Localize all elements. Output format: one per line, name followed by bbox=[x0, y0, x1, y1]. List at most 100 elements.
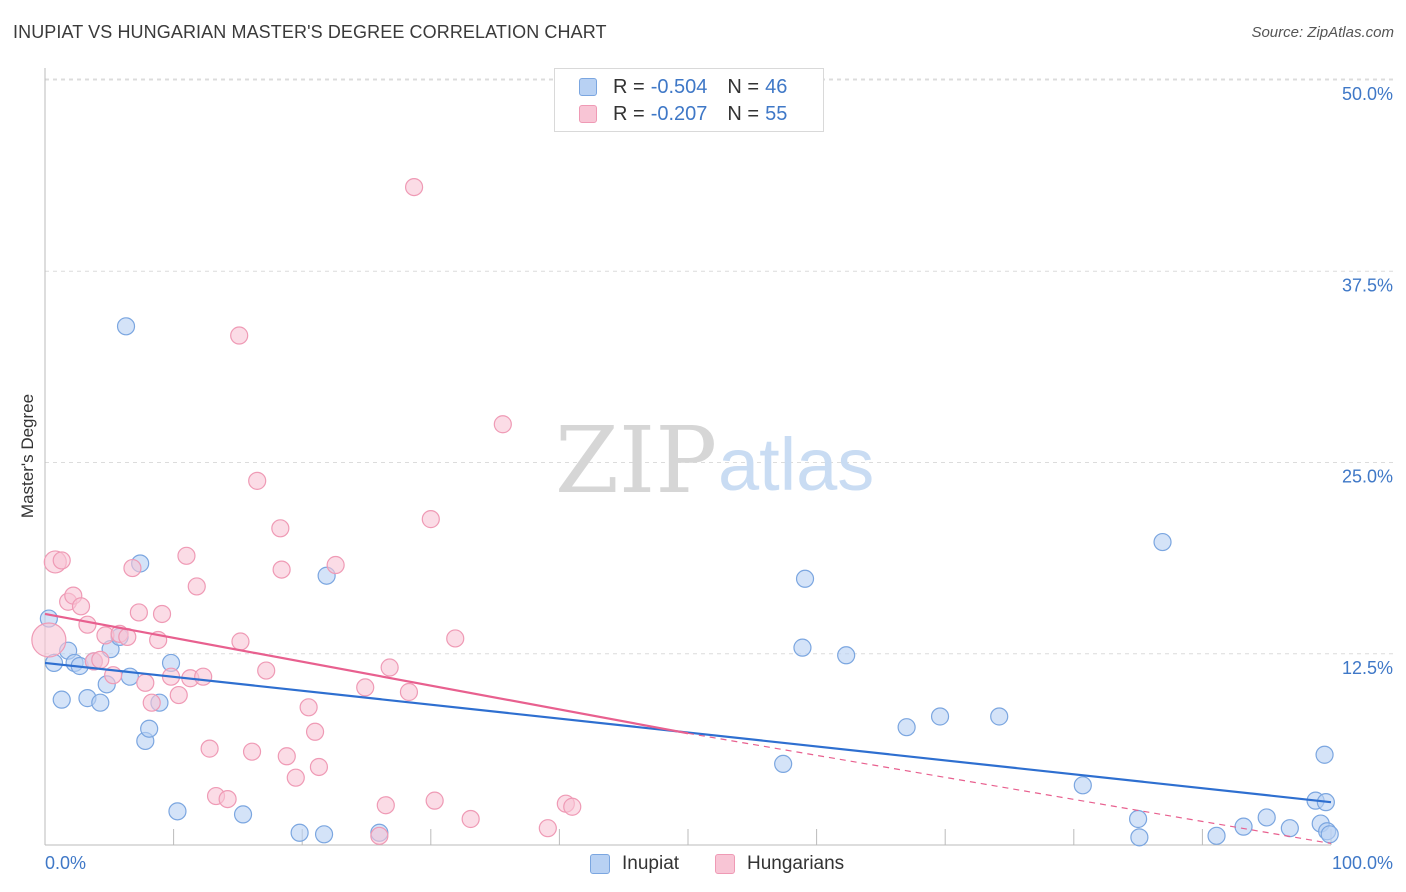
hungarian-point bbox=[425, 791, 444, 810]
inupiat-point bbox=[1315, 745, 1334, 764]
watermark: ZIP atlas bbox=[555, 407, 874, 514]
inupiat-point bbox=[91, 693, 110, 712]
source-label: Source: ZipAtlas.com bbox=[1251, 24, 1394, 41]
inupiat-point bbox=[1130, 828, 1149, 847]
legend-swatch-inupiat bbox=[579, 78, 597, 96]
legend-n-label: N = bbox=[727, 102, 760, 125]
x-tick-label: 100.0% bbox=[1332, 853, 1393, 873]
hungarian-point bbox=[376, 796, 395, 815]
inupiat-point bbox=[1234, 817, 1253, 836]
hungarian-point bbox=[370, 826, 389, 845]
stats-legend: R = -0.504 N = 46 R = -0.207 N = 55 bbox=[554, 68, 824, 132]
hungarian-point bbox=[286, 768, 305, 787]
inupiat-point bbox=[1073, 776, 1092, 795]
hungarian-point bbox=[309, 757, 329, 777]
bottom-legend-label-inupiat: Inupiat bbox=[622, 853, 680, 874]
inupiat-point bbox=[1128, 809, 1148, 829]
hungarian-point bbox=[136, 673, 155, 692]
hungarian-point bbox=[493, 415, 512, 434]
hungarian-point bbox=[272, 560, 291, 579]
inupiat-point bbox=[1153, 532, 1172, 552]
inupiat-point bbox=[897, 718, 916, 737]
hungarian-point bbox=[194, 667, 213, 686]
hungarian-point bbox=[200, 739, 219, 758]
hungarian-point bbox=[271, 519, 290, 538]
inupiat-point bbox=[837, 646, 856, 665]
legend-n-label: N = bbox=[727, 75, 760, 98]
hungarian-point bbox=[380, 658, 399, 677]
hungarian-point bbox=[257, 661, 276, 680]
y-tick-label: 25.0% bbox=[1342, 467, 1393, 487]
legend-row-hungarians: R = -0.207 N = 55 bbox=[579, 101, 787, 127]
inupiat-point bbox=[774, 754, 793, 774]
hungarian-point bbox=[142, 693, 161, 712]
hungarian-point bbox=[218, 789, 237, 809]
y-tick-label: 50.0% bbox=[1342, 84, 1393, 104]
inupiat-point bbox=[795, 569, 815, 588]
hungarian-point bbox=[563, 797, 582, 816]
hungarian-point bbox=[177, 546, 196, 565]
inupiat-point bbox=[1280, 819, 1299, 838]
bottom-legend-swatch-inupiat bbox=[590, 854, 610, 874]
y-tick-label: 12.5% bbox=[1342, 658, 1393, 678]
hungarian-point bbox=[231, 632, 250, 651]
inupiat-point bbox=[1257, 808, 1276, 827]
chart-title: INUPIAT VS HUNGARIAN MASTER'S DEGREE COR… bbox=[13, 22, 607, 42]
legend-r-value: -0.504 bbox=[650, 75, 708, 98]
inupiat-point bbox=[930, 707, 950, 726]
hungarian-point bbox=[404, 178, 424, 197]
axis-layer: 12.5% 25.0% 37.5% 50.0% 0.0% 100.0% bbox=[44, 68, 1393, 873]
legend-r-value: -0.207 bbox=[650, 102, 708, 125]
hungarian-point bbox=[169, 685, 188, 705]
bottom-legend-label-hungarians: Hungarians bbox=[747, 853, 845, 874]
hungarian-point bbox=[461, 809, 480, 829]
hungarian-point bbox=[421, 510, 440, 529]
bottom-legend-swatch-hungarians bbox=[715, 854, 735, 874]
hungarian-point bbox=[299, 698, 318, 717]
bottom-legend-hungarians[interactable]: Hungarians bbox=[715, 851, 844, 877]
hungarian-point bbox=[129, 603, 148, 622]
hungarian-point bbox=[538, 819, 557, 838]
hungarian-point bbox=[152, 604, 172, 624]
hungarian-point bbox=[31, 622, 67, 658]
inupiat-point bbox=[52, 690, 71, 709]
hungarian-point bbox=[91, 650, 110, 669]
hungarian-point bbox=[187, 577, 206, 596]
hungarian-trend-line bbox=[44, 612, 689, 735]
inupiat-point bbox=[990, 707, 1009, 726]
hungarian-point bbox=[446, 629, 465, 648]
legend-row-inupiat: R = -0.504 N = 46 bbox=[579, 74, 787, 100]
points-layer bbox=[31, 178, 1339, 847]
legend-n-value: 46 bbox=[765, 75, 788, 98]
inupiat-point bbox=[1207, 826, 1226, 845]
y-axis-label: Master's Degree bbox=[18, 394, 37, 518]
inupiat-point bbox=[290, 823, 309, 842]
hungarian-point bbox=[277, 747, 296, 766]
hungarian-point bbox=[356, 678, 375, 697]
inupiat-point bbox=[116, 317, 136, 336]
hungarian-point bbox=[230, 326, 249, 345]
legend-r-label: R = bbox=[613, 75, 645, 98]
grid-layer bbox=[45, 78, 1393, 655]
legend-n-value: 55 bbox=[765, 102, 788, 125]
hungarian-point bbox=[78, 615, 97, 634]
hungarian-point bbox=[399, 682, 419, 702]
inupiat-point bbox=[793, 638, 812, 657]
hungarian-point bbox=[248, 471, 267, 490]
legend-r-label: R = bbox=[613, 102, 645, 125]
trend-layer bbox=[44, 612, 1332, 845]
hungarian-point bbox=[242, 742, 262, 761]
hungarian-point bbox=[326, 555, 345, 575]
inupiat-point bbox=[314, 825, 334, 844]
bottom-legend-inupiat[interactable]: Inupiat bbox=[590, 851, 679, 877]
hungarian-trend-extension bbox=[687, 732, 1332, 845]
watermark-atlas: atlas bbox=[718, 423, 874, 506]
hungarian-point bbox=[305, 722, 325, 741]
x-tick-label: 0.0% bbox=[45, 853, 86, 873]
inupiat-point bbox=[168, 802, 187, 821]
hungarian-point bbox=[71, 597, 91, 616]
hungarian-point bbox=[52, 551, 71, 570]
watermark-zip: ZIP bbox=[555, 407, 717, 514]
legend-swatch-hungarians bbox=[579, 105, 597, 123]
